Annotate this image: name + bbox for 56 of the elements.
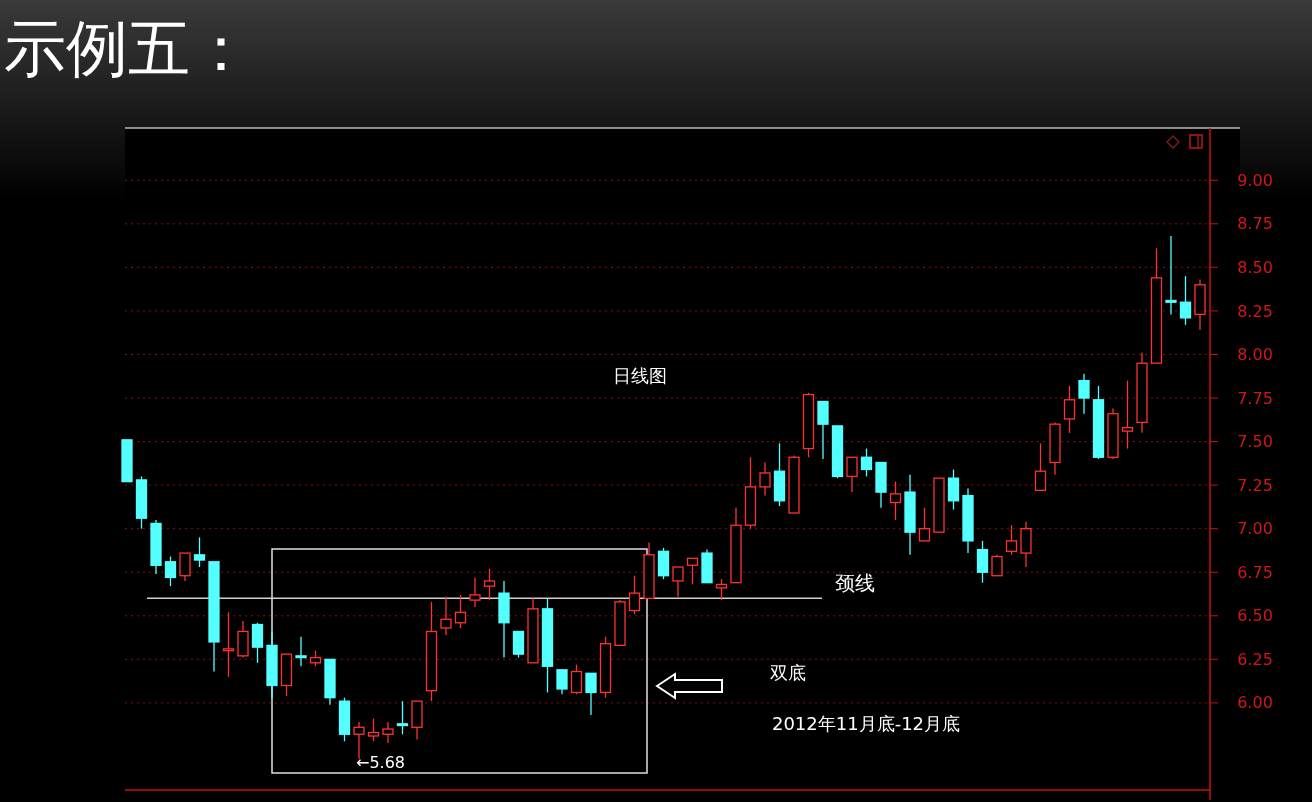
chart-title: 示例五：: [4, 12, 252, 85]
candlestick: [686, 557, 699, 586]
candlestick: [1034, 442, 1047, 492]
candlestick: [164, 555, 177, 587]
y-tick-label: 7.00: [1237, 519, 1273, 539]
ref-line-label: 颈线: [835, 571, 875, 596]
candlestick: [991, 554, 1003, 577]
candlestick: [512, 630, 525, 659]
y-tick-label: 7.75: [1237, 388, 1273, 408]
y-tick-label: 6.25: [1237, 649, 1273, 669]
candlestick: [1165, 235, 1177, 316]
candlestick: [715, 578, 728, 601]
annotation: 双底: [770, 662, 806, 683]
candlestick: [483, 568, 496, 601]
candlestick: [440, 595, 452, 636]
y-tick-label: 6.75: [1237, 562, 1273, 582]
candlestick: [454, 594, 467, 629]
candlestick: [382, 721, 394, 744]
candlestick: [1063, 385, 1076, 434]
candlestick: [860, 447, 873, 478]
candlestick: [672, 566, 684, 598]
y-tick-label: 7.25: [1237, 475, 1273, 495]
y-tick-label: 8.00: [1237, 345, 1273, 365]
candlestick: [469, 576, 481, 608]
y-tick-label: 9.00: [1237, 170, 1273, 190]
candlestick: [179, 552, 191, 582]
candlestick: [251, 622, 264, 664]
candlestick: [295, 636, 307, 667]
candlestick: [976, 540, 989, 584]
candlestick: [222, 611, 235, 678]
candlestick: [947, 468, 960, 511]
candlestick: [1005, 524, 1018, 556]
y-tick-label: 6.50: [1237, 606, 1273, 626]
candlestick: [193, 536, 206, 568]
candlestick: [918, 507, 931, 542]
annotation: ←5.68: [356, 753, 406, 772]
candlestick: [570, 663, 583, 695]
candlestick: [889, 481, 902, 521]
candlestick: [628, 575, 641, 615]
y-tick-label: 6.00: [1237, 693, 1273, 713]
annotation: 2012年11月底-12月底: [771, 713, 961, 734]
y-tick-label: 8.25: [1237, 301, 1273, 321]
y-tick-label: 8.50: [1237, 257, 1273, 277]
y-tick-label: 8.75: [1237, 214, 1273, 234]
candlestick: [817, 400, 829, 460]
candlestick: [1121, 379, 1134, 450]
y-tick-label: 7.50: [1237, 432, 1273, 452]
candlestick: [1179, 275, 1192, 326]
candlestick: [367, 717, 380, 742]
candlestick: [556, 669, 568, 695]
annotation: 日线图: [613, 365, 667, 386]
candlestick: [846, 456, 858, 493]
candlestick: [1078, 372, 1090, 415]
candlestick: [585, 672, 597, 716]
candlestick: [759, 461, 771, 497]
candlestick: [396, 700, 409, 735]
